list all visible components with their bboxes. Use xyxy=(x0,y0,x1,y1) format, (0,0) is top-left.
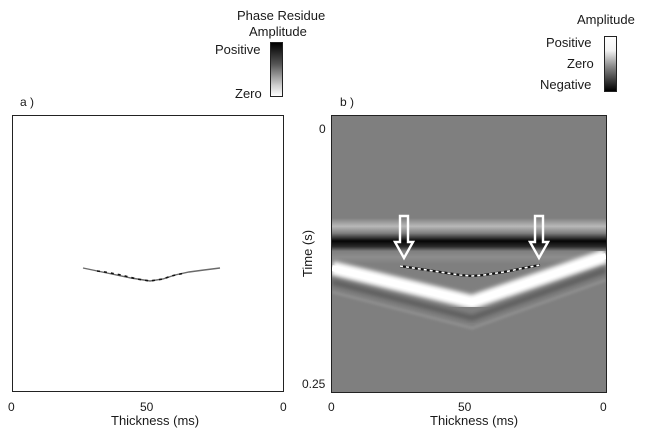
panel-b-arrow-right xyxy=(528,214,550,261)
panel-a-letter: a ) xyxy=(20,95,35,109)
panel-b-seismic-section xyxy=(332,218,606,330)
panel-a-xtick-mid: 50 xyxy=(140,400,154,414)
panel-b-xtick-left: 0 xyxy=(328,400,335,414)
panel-b-xtick-mid: 50 xyxy=(458,400,472,414)
panel-b-y-axis-title: Time (s) xyxy=(300,229,316,278)
panel-a-plot xyxy=(12,115,284,392)
panel-b-xtick-right: 0 xyxy=(600,400,607,414)
panel-b-arrow-left xyxy=(393,214,415,261)
panel-b-ytick-top: 0 xyxy=(319,122,326,136)
panel-a-xtick-left: 0 xyxy=(8,400,15,414)
amplitude-colorbar xyxy=(604,36,617,92)
panel-b-plot xyxy=(331,115,607,393)
panel-b-ytick-bottom: 0.25 xyxy=(302,377,326,391)
phase-legend-positive-label: Positive xyxy=(215,42,261,57)
amplitude-legend-negative-label: Negative xyxy=(540,77,592,92)
panel-a-x-axis-title: Thickness (ms) xyxy=(111,413,200,428)
amplitude-legend-positive-label: Positive xyxy=(546,35,592,50)
phase-legend-zero-label: Zero xyxy=(235,86,262,101)
amplitude-legend-zero-label: Zero xyxy=(567,56,594,71)
panel-a-phase-residue-curve xyxy=(82,267,221,282)
phase-legend-title-line1: Phase Residue xyxy=(237,8,326,23)
panel-b-x-axis-title: Thickness (ms) xyxy=(430,413,519,428)
phase-legend-title-line2: Amplitude xyxy=(249,24,307,39)
panel-b-letter: b ) xyxy=(340,95,355,109)
amplitude-legend-title: Amplitude xyxy=(577,12,635,27)
phase-colorbar xyxy=(270,42,283,97)
panel-a-xtick-right: 0 xyxy=(280,400,287,414)
